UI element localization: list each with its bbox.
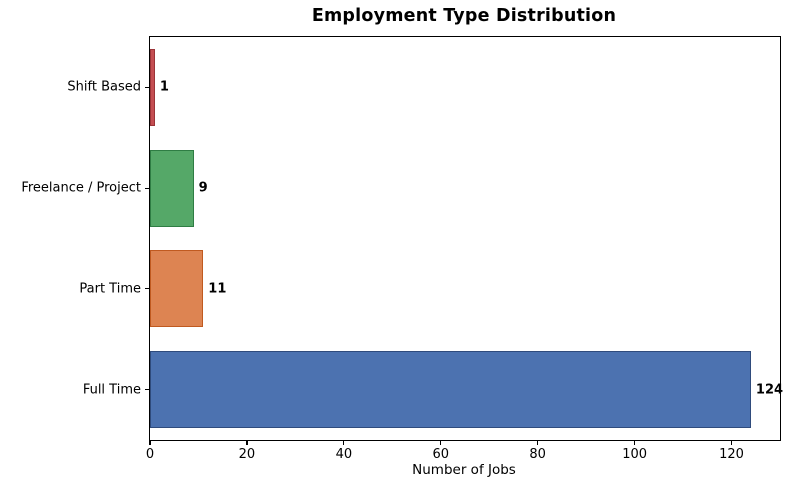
bar xyxy=(150,48,155,126)
y-tick-mark xyxy=(145,389,150,391)
bar-value-label: 11 xyxy=(208,281,227,297)
y-tick-mark xyxy=(145,288,150,290)
bar-value-label: 1 xyxy=(159,79,169,95)
y-tick-label: Shift Based xyxy=(67,79,141,95)
bar xyxy=(150,149,194,227)
y-tick-label: Part Time xyxy=(79,281,141,297)
x-tick-label: 0 xyxy=(145,447,155,462)
bar-value-label: 124 xyxy=(755,382,784,398)
x-tick-label: 80 xyxy=(529,447,546,462)
x-tick-mark xyxy=(634,440,636,445)
y-tick-label: Full Time xyxy=(82,382,141,398)
x-tick-mark xyxy=(246,440,248,445)
x-tick-mark xyxy=(440,440,442,445)
x-tick-mark xyxy=(149,440,151,445)
x-tick-label: 60 xyxy=(432,447,450,462)
x-axis-label: Number of Jobs xyxy=(412,462,516,478)
x-tick-label: 40 xyxy=(335,447,353,462)
y-tick-mark xyxy=(145,86,150,88)
y-tick-label: Freelance / Project xyxy=(21,180,141,196)
y-tick-mark xyxy=(145,187,150,189)
bar-value-label: 9 xyxy=(198,180,208,196)
x-tick-label: 20 xyxy=(238,447,256,462)
x-tick-mark xyxy=(537,440,539,445)
x-tick-mark xyxy=(343,440,345,445)
x-tick-label: 100 xyxy=(622,447,648,462)
x-tick-label: 120 xyxy=(719,447,744,462)
bar xyxy=(150,351,751,429)
x-tick-mark xyxy=(730,440,733,445)
chart-title: Employment Type Distribution xyxy=(311,6,617,26)
plot-area: 1 Shift Based 9 Freelance / Project 11 Part T… xyxy=(21,36,784,462)
bar xyxy=(150,250,204,328)
